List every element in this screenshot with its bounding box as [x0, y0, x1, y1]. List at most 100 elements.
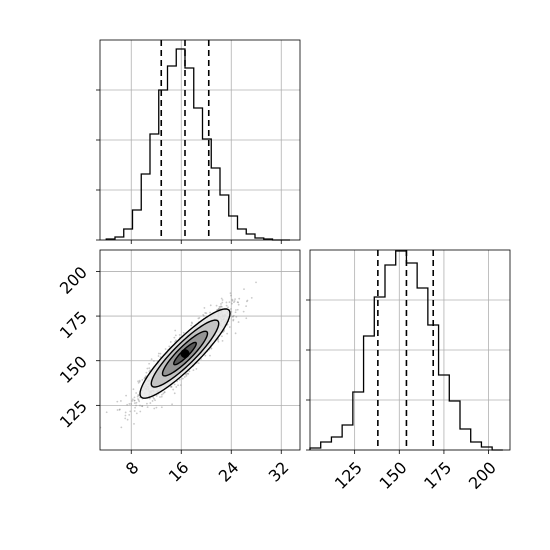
scatter-point: [132, 388, 135, 391]
scatter-point: [230, 310, 233, 313]
scatter-point: [137, 380, 139, 383]
scatter-point: [133, 399, 136, 402]
scatter-point: [217, 340, 220, 343]
scatter-point: [133, 396, 136, 399]
scatter-point: [173, 392, 176, 395]
scatter-point: [232, 318, 235, 321]
scatter-point: [118, 408, 121, 411]
scatter-point: [187, 373, 190, 375]
scatter-point: [236, 301, 239, 304]
scatter-point: [228, 326, 231, 328]
hist-y-tick-label-0: 125: [331, 458, 366, 493]
scatter-point: [133, 399, 136, 402]
scatter-point: [146, 402, 148, 405]
scatter-point: [155, 406, 158, 409]
joint-x-tick-label-3: 32: [265, 458, 293, 486]
joint-y-tick-label-0: 125: [56, 397, 91, 432]
scatter-point: [232, 314, 235, 317]
scatter-point: [234, 311, 237, 314]
scatter-point: [133, 402, 136, 405]
scatter-point: [217, 339, 219, 341]
scatter-point: [245, 317, 248, 320]
scatter-point: [243, 288, 245, 291]
scatter-point: [137, 394, 140, 396]
scatter-point: [138, 394, 140, 397]
scatter-point: [210, 347, 213, 350]
scatter-point: [225, 304, 228, 307]
scatter-point: [190, 321, 193, 324]
scatter-point: [157, 355, 160, 357]
scatter-point: [198, 317, 201, 319]
scatter-point: [230, 308, 232, 310]
scatter-point: [175, 386, 178, 388]
scatter-point: [178, 334, 181, 336]
scatter-point: [219, 306, 222, 308]
scatter-point: [242, 310, 245, 313]
scatter-point: [157, 352, 160, 355]
scatter-point: [135, 401, 138, 404]
scatter-point: [118, 408, 121, 411]
scatter-point: [223, 330, 225, 333]
scatter-point: [245, 300, 248, 303]
scatter-point: [170, 385, 173, 388]
scatter-point: [148, 362, 151, 365]
scatter-point: [150, 358, 153, 361]
scatter-point: [171, 403, 173, 406]
scatter-point: [146, 367, 149, 370]
scatter-point: [236, 308, 239, 311]
scatter-point: [217, 307, 220, 310]
scatter-point: [197, 362, 200, 365]
scatter-point: [160, 406, 163, 409]
scatter-point: [204, 354, 207, 357]
scatter-point: [130, 403, 133, 405]
scatter-point: [160, 395, 163, 398]
scatter-point: [119, 400, 122, 402]
scatter-point: [209, 311, 211, 314]
joint-y-tick-label-2: 175: [56, 307, 91, 342]
scatter-point: [221, 335, 223, 338]
scatter-point: [148, 397, 151, 400]
scatter-point: [179, 384, 182, 387]
scatter-point: [146, 406, 149, 408]
scatter-point: [230, 294, 232, 297]
scatter-point: [153, 407, 156, 410]
scatter-point: [235, 309, 237, 311]
scatter-point: [190, 324, 193, 327]
scatter-point: [159, 352, 162, 355]
scatter-point: [185, 372, 188, 375]
scatter-point: [220, 305, 222, 308]
scatter-point: [133, 410, 136, 412]
scatter-point: [183, 376, 186, 378]
scatter-point: [105, 411, 108, 414]
scatter-point: [126, 418, 129, 421]
scatter-point: [237, 303, 240, 306]
scatter-point: [159, 396, 161, 398]
scatter-point: [221, 339, 224, 342]
scatter-point: [124, 417, 127, 420]
scatter-point: [135, 392, 138, 394]
scatter-point: [181, 377, 184, 380]
scatter-point: [128, 413, 131, 416]
scatter-point: [209, 304, 212, 307]
scatter-point: [135, 404, 137, 407]
scatter-point: [215, 304, 218, 307]
scatter-point: [148, 367, 151, 370]
marginal-histogram-y-panel: 125 150 175 200: [306, 249, 511, 493]
scatter-point: [162, 392, 165, 395]
scatter-point: [232, 319, 235, 322]
scatter-point: [138, 400, 141, 403]
scatter-point: [202, 314, 205, 317]
scatter-point: [136, 395, 139, 398]
scatter-point: [197, 317, 200, 320]
scatter-point: [172, 388, 175, 391]
density-peak: [180, 349, 190, 359]
scatter-point: [182, 331, 185, 334]
scatter-point: [161, 393, 163, 396]
scatter-point: [233, 300, 236, 302]
scatter-point: [152, 396, 155, 399]
scatter-point: [234, 298, 236, 301]
scatter-point: [227, 306, 229, 309]
scatter-point: [143, 377, 146, 380]
hist-y-tick-label-3: 200: [465, 458, 500, 493]
joint-frame: [99, 249, 301, 451]
